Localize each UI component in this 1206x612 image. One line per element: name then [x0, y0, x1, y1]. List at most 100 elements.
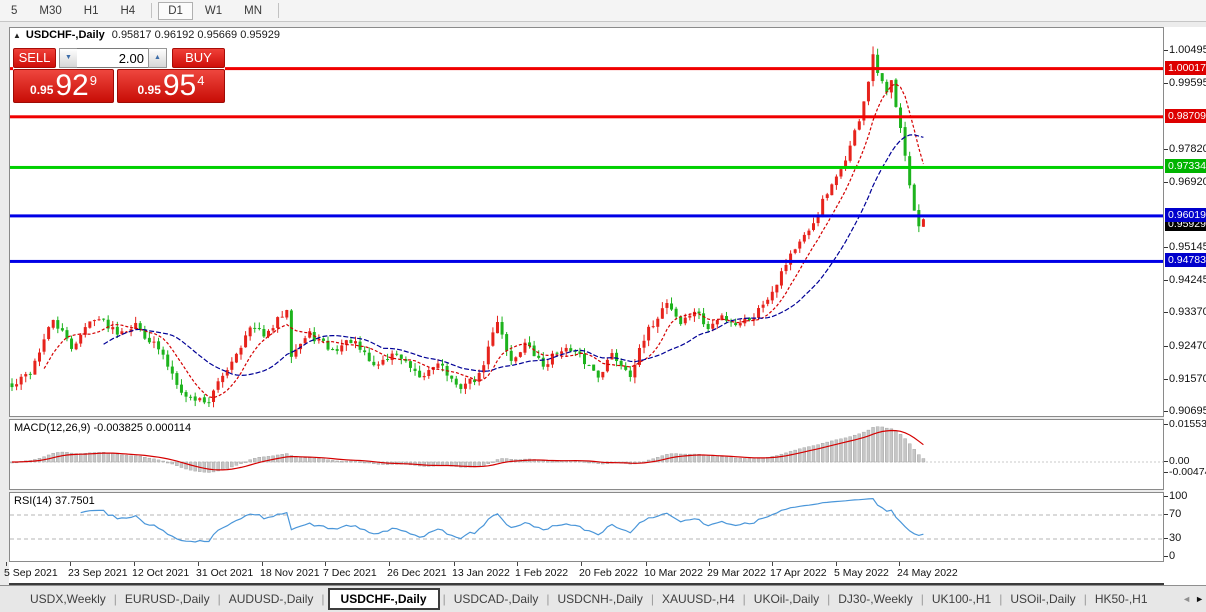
date-tick-mark: [134, 562, 135, 566]
ask-big-digits: 95: [162, 69, 197, 102]
tab-item-hk50-h1[interactable]: HK50-,H1: [1094, 592, 1148, 606]
tab-item-usdx-weekly[interactable]: USDX,Weekly: [30, 592, 106, 606]
date-tick-mark: [709, 562, 710, 566]
tab-separator: |: [217, 592, 221, 606]
price-level-badge: 0.98709: [1165, 108, 1206, 123]
date-label: 23 Sep 2021: [68, 567, 128, 579]
timeframe-button-h4[interactable]: H4: [120, 4, 136, 17]
tab-item-uk100-h1[interactable]: UK100-,H1: [931, 592, 992, 606]
tab-separator: |: [742, 592, 746, 606]
ask-price[interactable]: 0.95 95 4: [117, 69, 225, 103]
date-label: 12 Oct 2021: [132, 567, 190, 579]
price-tick-mark: [1164, 83, 1168, 85]
price-tick-label: 0.93370: [1169, 306, 1206, 319]
tab-separator: |: [546, 592, 550, 606]
collapse-panel-icon[interactable]: ▲: [13, 31, 21, 40]
tab-separator: |: [920, 592, 924, 606]
tab-separator: |: [442, 592, 446, 606]
price-tick-label: 0.95145: [1169, 241, 1206, 254]
tab-item-usoil-daily[interactable]: USOil-,Daily: [1010, 592, 1076, 606]
macd-tick-label: 0.00: [1169, 455, 1190, 467]
date-label: 13 Jan 2022: [452, 567, 510, 579]
tab-separator: |: [1083, 592, 1087, 606]
bid-price[interactable]: 0.95 92 9: [13, 69, 114, 103]
price-tick-mark: [1164, 148, 1168, 150]
volume-decrease-button[interactable]: ▼: [59, 48, 78, 68]
tab-item-usdcnh-daily[interactable]: USDCNH-,Daily: [557, 592, 643, 606]
tab-item-eurusd-daily[interactable]: EURUSD-,Daily: [124, 592, 210, 606]
date-label: 26 Dec 2021: [387, 567, 447, 579]
rsi-pane[interactable]: [9, 492, 1165, 562]
rsi-tick-label: 70: [1169, 508, 1182, 520]
buy-button[interactable]: BUY: [172, 48, 225, 68]
tab-separator: |: [650, 592, 654, 606]
macd-pane[interactable]: [9, 419, 1165, 490]
date-tick-mark: [581, 562, 582, 566]
price-level-badge: 0.94783: [1165, 253, 1206, 268]
date-label: 20 Feb 2022: [579, 567, 638, 579]
timeframe-button-m30[interactable]: M30: [39, 4, 62, 17]
rsi-tick-mark: [1164, 514, 1168, 515]
toolbar-separator: [151, 3, 153, 18]
date-label: 29 Mar 2022: [707, 567, 766, 579]
tab-scroll-right-button[interactable]: ►: [1195, 593, 1204, 604]
rsi-tick-label: 30: [1169, 532, 1182, 544]
price-level-badge: 0.96019: [1165, 207, 1206, 222]
timeframe-toolbar: 5 M30 H1 H4 D1 W1 MN: [0, 0, 1206, 22]
rsi-canvas: [10, 497, 1165, 543]
date-tick-mark: [646, 562, 647, 566]
price-tick-mark: [1164, 312, 1168, 314]
date-tick-mark: [325, 562, 326, 566]
timeframe-button-5[interactable]: 5: [11, 4, 18, 17]
tab-item-usdchf-daily[interactable]: USDCHF-,Daily: [327, 588, 440, 610]
tab-item-usdcad-daily[interactable]: USDCAD-,Daily: [453, 592, 539, 606]
chart-header: ▲ USDCHF-,Daily 0.95817 0.96192 0.95669 0.…: [13, 29, 280, 41]
price-tick-label: 1.00495: [1169, 44, 1206, 56]
ask-sup-digit: 4: [197, 73, 205, 88]
tab-scroll-left-button[interactable]: ◄: [1182, 593, 1192, 604]
ohlc-values: 0.95817 0.96192 0.95669 0.95929: [111, 29, 280, 41]
bid-sup-digit: 9: [89, 73, 97, 88]
date-tick-mark: [262, 562, 263, 566]
toolbar-separator: [278, 3, 280, 18]
timeframe-button-w1[interactable]: W1: [204, 4, 223, 17]
timeframe-button-h1[interactable]: H1: [83, 4, 99, 17]
price-tick-mark: [1164, 181, 1168, 183]
date-label: 10 Mar 2022: [644, 567, 703, 579]
date-label: 24 May 2022: [897, 567, 958, 579]
volume-increase-button[interactable]: ▲: [148, 48, 167, 68]
timeframe-button-mn[interactable]: MN: [244, 4, 263, 17]
tab-separator: |: [827, 592, 831, 606]
date-tick-mark: [899, 562, 900, 566]
timeframe-button-d1[interactable]: D1: [158, 1, 193, 20]
macd-tick-label: -0.00474: [1169, 466, 1206, 479]
sell-button[interactable]: SELL: [13, 48, 56, 68]
rsi-label: RSI(14) 37.7501: [14, 495, 95, 507]
price-tick-label: 0.91570: [1169, 372, 1206, 385]
tab-item-audusd-daily[interactable]: AUDUSD-,Daily: [228, 592, 314, 606]
macd-tick-mark: [1164, 472, 1168, 474]
tab-item-xauusd-h4[interactable]: XAUUSD-,H4: [661, 592, 735, 606]
price-tick-mark: [1164, 50, 1168, 51]
macd-canvas: [10, 426, 1165, 473]
chevron-up-icon: ▲: [154, 54, 161, 61]
date-tick-mark: [389, 562, 390, 566]
price-tick-label: 0.99595: [1169, 77, 1206, 90]
chevron-down-icon: ▼: [65, 54, 72, 61]
symbol-title: USDCHF-,Daily: [25, 29, 105, 41]
rsi-tick-mark: [1164, 556, 1168, 557]
date-tick-mark: [70, 562, 71, 566]
date-label: 5 Sep 2021: [4, 567, 58, 579]
macd-tick-mark: [1164, 461, 1168, 462]
volume-input[interactable]: [77, 48, 149, 68]
rsi-tick-mark: [1164, 538, 1168, 539]
macd-tick-mark: [1164, 423, 1168, 425]
price-level-badge: 0.97334: [1165, 159, 1206, 174]
price-tick-mark: [1164, 378, 1168, 380]
tab-item-dj30-weekly[interactable]: DJ30-,Weekly: [838, 592, 913, 606]
price-tick-mark: [1164, 345, 1168, 347]
macd-label: MACD(12,26,9) -0.003825 0.000114: [14, 422, 192, 434]
price-level-badge: 1.00017: [1165, 60, 1206, 75]
tab-item-ukoil-daily[interactable]: UKOil-,Daily: [753, 592, 820, 606]
